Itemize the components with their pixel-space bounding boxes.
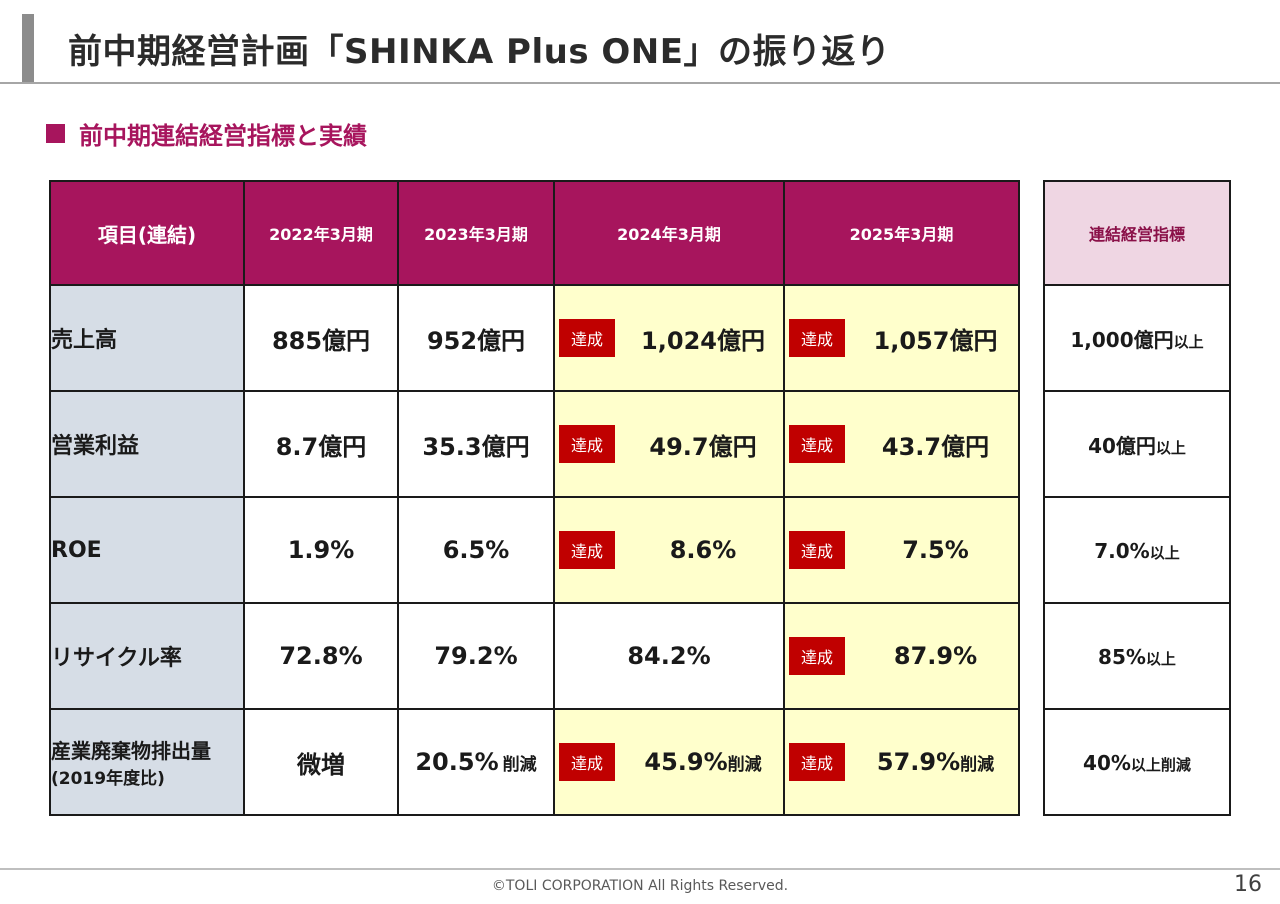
row-label: ROE <box>49 496 245 604</box>
title-divider <box>0 82 1280 84</box>
table-cell: 72.8% <box>243 602 399 710</box>
target-cell: 40億円以上 <box>1043 390 1231 498</box>
table-cell-achieved: 達成 45.9%削減 <box>553 708 785 816</box>
achieved-badge: 達成 <box>789 531 846 569</box>
row-label: 産業廃棄物排出量 (2019年度比) <box>49 708 245 816</box>
table-cell-achieved: 達成 7.5% <box>783 496 1020 604</box>
row-label-main: 産業廃棄物排出量 <box>51 739 211 763</box>
achieved-badge: 達成 <box>789 425 846 463</box>
table-cell: 6.5% <box>397 496 555 604</box>
cell-value: 49.7億円 <box>649 432 757 461</box>
column-header-fy2024: 2024年3月期 <box>553 180 785 286</box>
cell-value: 87.9% <box>893 642 978 670</box>
target-cell: 7.0%以上 <box>1043 496 1231 604</box>
target-value: 40% <box>1083 751 1131 775</box>
cell-value-suffix: 削減 <box>960 755 995 775</box>
table-row: リサイクル率 72.8% 79.2% 84.2% 達成 87.9% <box>49 602 1020 710</box>
copyright-text: ©TOLI CORPORATION All Rights Reserved. <box>491 878 789 894</box>
column-header-item: 項目(連結) <box>49 180 245 286</box>
cell-value: 57.9% <box>876 748 961 776</box>
table-cell: 8.7億円 <box>243 390 399 498</box>
table-cell: 885億円 <box>243 284 399 392</box>
square-bullet-icon <box>46 124 65 143</box>
target-column-header: 連結経営指標 <box>1043 180 1231 286</box>
table-cell-achieved: 達成 87.9% <box>783 602 1020 710</box>
target-value: 7.0% <box>1094 539 1150 563</box>
table-cell-achieved: 達成 1,024億円 <box>553 284 785 392</box>
page-title: 前中期経営計画「SHINKA Plus ONE」の振り返り <box>68 32 891 72</box>
cell-value: 43.7億円 <box>881 432 990 461</box>
achieved-badge: 達成 <box>559 531 616 569</box>
results-table-header: 項目(連結) 2022年3月期 2023年3月期 2024年3月期 2025年3… <box>49 180 1020 286</box>
table-cell-achieved: 達成 49.7億円 <box>553 390 785 498</box>
achieved-badge: 達成 <box>789 637 846 675</box>
column-header-fy2022: 2022年3月期 <box>243 180 399 286</box>
table-cell-achieved: 達成 8.6% <box>553 496 785 604</box>
target-value: 40億円 <box>1088 433 1156 458</box>
page-number: 16 <box>1234 872 1262 897</box>
target-cell: 1,000億円以上 <box>1043 284 1231 392</box>
table-cell-achieved: 達成 57.9%削減 <box>783 708 1020 816</box>
table-cell: 20.5% 削減 <box>397 708 555 816</box>
column-header-fy2025: 2025年3月期 <box>783 180 1020 286</box>
target-cell: 85%以上 <box>1043 602 1231 710</box>
table-row: 産業廃棄物排出量 (2019年度比) 微増 20.5% 削減 達成 45.9%削減… <box>49 708 1020 816</box>
cell-value-group: 57.9%削減 <box>853 748 1018 776</box>
cell-value-suffix: 削減 <box>502 754 537 775</box>
target-cell: 40%以上削減 <box>1043 708 1231 816</box>
cell-value: 7.5% <box>902 536 969 564</box>
footer-divider <box>0 868 1280 870</box>
table-row: 営業利益 8.7億円 35.3億円 達成 49.7億円 達成 43.7億円 <box>49 390 1020 498</box>
target-table: 連結経営指標 1,000億円以上 40億円以上 7.0%以上 85%以上 40%… <box>1043 180 1231 816</box>
table-cell: 79.2% <box>397 602 555 710</box>
results-table: 項目(連結) 2022年3月期 2023年3月期 2024年3月期 2025年3… <box>49 180 1020 816</box>
title-accent-bar <box>22 14 34 82</box>
table-row: ROE 1.9% 6.5% 達成 8.6% 達成 7.5% <box>49 496 1020 604</box>
cell-value: 1,024億円 <box>641 326 765 355</box>
achieved-badge: 達成 <box>559 425 616 463</box>
cell-value: 8.6% <box>669 536 737 564</box>
target-value: 85% <box>1098 645 1146 669</box>
target-suffix: 以上削減 <box>1130 756 1191 774</box>
target-suffix: 以上 <box>1155 438 1186 457</box>
row-label: リサイクル率 <box>49 602 245 710</box>
cell-value: 45.9% <box>644 748 728 776</box>
section-heading-text: 前中期連結経営指標と実績 <box>79 122 367 150</box>
target-suffix: 以上 <box>1149 544 1180 562</box>
achieved-badge: 達成 <box>789 319 846 357</box>
target-suffix: 以上 <box>1173 332 1204 351</box>
table-cell: 35.3億円 <box>397 390 555 498</box>
cell-value: 1,057億円 <box>873 326 998 355</box>
table-cell-achieved: 達成 43.7億円 <box>783 390 1020 498</box>
table-cell: 952億円 <box>397 284 555 392</box>
achieved-badge: 達成 <box>789 743 846 781</box>
row-label-sub: (2019年度比) <box>51 769 165 789</box>
cell-value-suffix: 削減 <box>727 755 762 775</box>
row-label: 売上高 <box>49 284 245 392</box>
achieved-badge: 達成 <box>559 319 616 357</box>
row-label: 営業利益 <box>49 390 245 498</box>
section-heading: 前中期連結経営指標と実績 <box>46 116 367 151</box>
table-cell: 微増 <box>243 708 399 816</box>
target-suffix: 以上 <box>1145 650 1176 668</box>
cell-value-group: 45.9%削減 <box>623 748 783 776</box>
cell-value: 20.5% <box>415 748 499 776</box>
achieved-badge: 達成 <box>559 743 616 781</box>
table-cell: 1.9% <box>243 496 399 604</box>
target-value: 1,000億円 <box>1070 327 1174 352</box>
table-row: 売上高 885億円 952億円 達成 1,024億円 達成 1,057億円 <box>49 284 1020 392</box>
column-header-fy2023: 2023年3月期 <box>397 180 555 286</box>
table-cell: 84.2% <box>553 602 785 710</box>
table-cell-achieved: 達成 1,057億円 <box>783 284 1020 392</box>
